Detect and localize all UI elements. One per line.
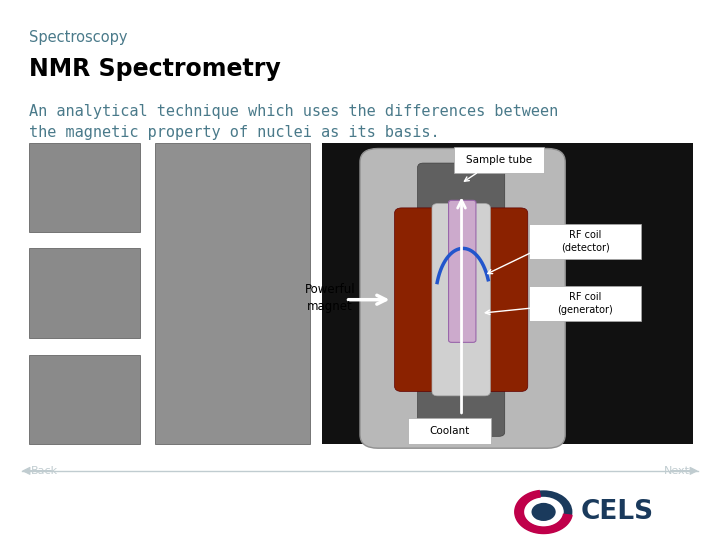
FancyBboxPatch shape xyxy=(449,200,476,342)
FancyArrowPatch shape xyxy=(671,468,697,474)
FancyBboxPatch shape xyxy=(454,147,544,173)
FancyBboxPatch shape xyxy=(529,224,641,259)
FancyBboxPatch shape xyxy=(529,286,641,321)
Circle shape xyxy=(523,497,564,527)
FancyBboxPatch shape xyxy=(418,163,505,212)
Text: NMR Spectrometry: NMR Spectrometry xyxy=(29,57,281,80)
Text: Next: Next xyxy=(664,466,690,476)
Text: Back: Back xyxy=(31,466,58,476)
Text: RF coil
(generator): RF coil (generator) xyxy=(557,292,613,315)
Text: RF coil
(detector): RF coil (detector) xyxy=(561,230,609,253)
FancyBboxPatch shape xyxy=(418,387,505,436)
FancyBboxPatch shape xyxy=(29,355,140,444)
FancyBboxPatch shape xyxy=(29,143,140,232)
Text: Coolant: Coolant xyxy=(430,426,469,436)
FancyArrowPatch shape xyxy=(23,468,51,474)
Text: Sample tube: Sample tube xyxy=(466,155,531,165)
FancyBboxPatch shape xyxy=(432,204,490,396)
Text: An analytical technique which uses the differences between
the magnetic property: An analytical technique which uses the d… xyxy=(29,104,558,140)
FancyBboxPatch shape xyxy=(395,208,528,392)
Polygon shape xyxy=(515,490,572,534)
FancyBboxPatch shape xyxy=(360,148,565,448)
Circle shape xyxy=(531,503,556,521)
Text: Spectroscopy: Spectroscopy xyxy=(29,30,127,45)
FancyBboxPatch shape xyxy=(29,248,140,338)
FancyBboxPatch shape xyxy=(155,143,310,444)
Circle shape xyxy=(515,490,572,534)
Text: Powerful
magnet: Powerful magnet xyxy=(305,283,355,313)
Text: CELS: CELS xyxy=(581,499,654,525)
FancyBboxPatch shape xyxy=(322,143,693,444)
FancyBboxPatch shape xyxy=(408,418,491,444)
